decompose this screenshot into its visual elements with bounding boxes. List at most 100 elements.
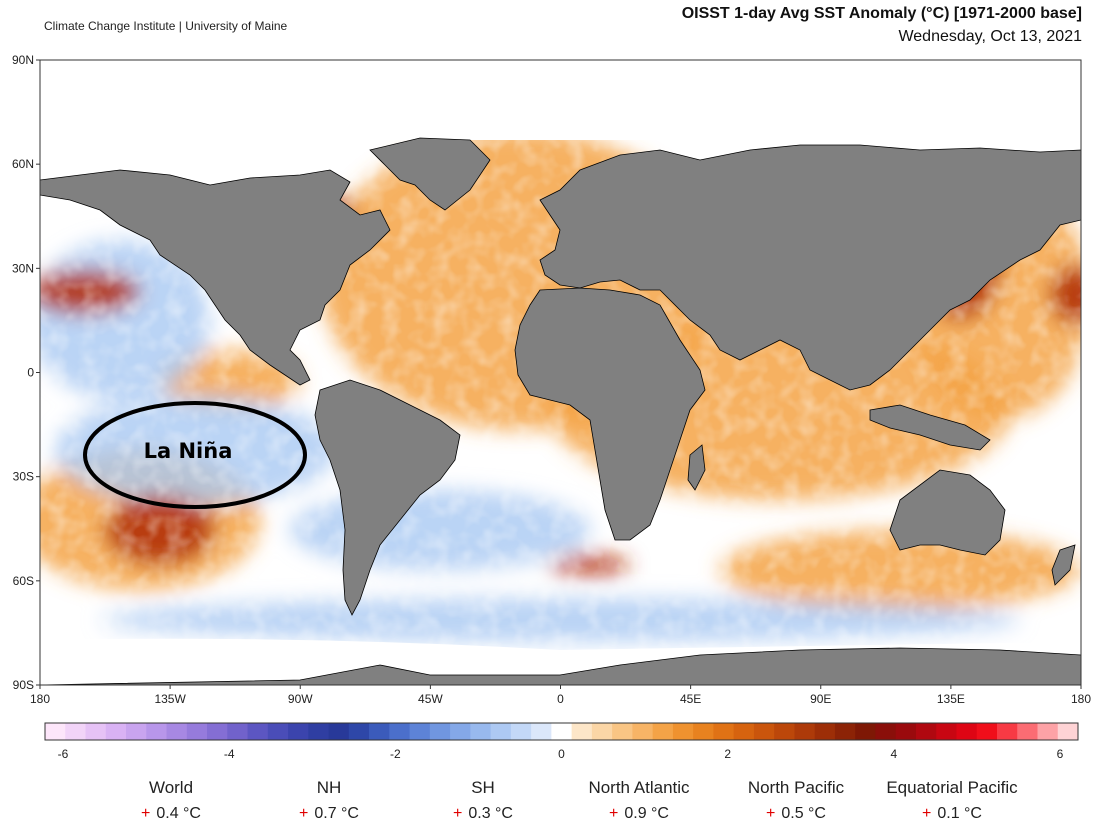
lat-tick-label: 90N: [12, 53, 34, 67]
region-value-text: 0.5 °C: [781, 805, 826, 822]
colorbar-swatch: [915, 723, 937, 740]
colorbar-swatch: [369, 723, 390, 740]
plus-sign-icon: +: [453, 805, 463, 822]
colorbar-swatch: [510, 723, 532, 740]
colorbar-swatch: [652, 723, 674, 740]
colorbar-swatch: [612, 723, 633, 740]
lon-tick-label: 90W: [288, 692, 313, 706]
region-value-text: 0.7 °C: [314, 805, 359, 822]
credit-text: Climate Change Institute | University of…: [44, 19, 288, 33]
la-nina-label: La Niña: [144, 439, 233, 463]
colorbar-swatch: [328, 723, 350, 740]
colorbar-swatch: [895, 723, 917, 740]
lon-tick-label: 180: [30, 692, 50, 706]
lon-tick-label: 90E: [810, 692, 831, 706]
north-america: [40, 169, 391, 386]
region-value-text: 0.3 °C: [468, 805, 513, 822]
arctic-ice: [40, 60, 1081, 140]
colorbar-swatch: [956, 723, 978, 740]
region-value: +0.7 °C: [244, 805, 414, 823]
map-date: Wednesday, Oct 13, 2021: [898, 28, 1082, 45]
sst-anomaly-map: La Niña 90N 60N 30N 0 30S 60S 90S 180 135W 90W 45…: [12, 53, 1091, 706]
africa: [514, 287, 706, 541]
colorbar-tick-label: -4: [224, 747, 235, 761]
lat-axis: 90N 60N 30N 0 30S 60S 90S: [12, 53, 40, 692]
colorbar-swatch: [733, 723, 755, 740]
region-value: +0.5 °C: [711, 805, 881, 823]
colorbar-swatch: [753, 723, 775, 740]
greenland: [369, 137, 491, 211]
lat-tick-label: 60N: [12, 157, 34, 171]
region-stat: NH +0.7 °C: [244, 778, 414, 823]
colorbar-swatch: [976, 723, 998, 740]
lat-tick-label: 90S: [13, 678, 34, 692]
colorbar-swatch: [409, 723, 431, 740]
region-stat: SH +0.3 °C: [398, 778, 568, 823]
plus-sign-icon: +: [141, 805, 151, 822]
colorbar-swatch: [936, 723, 957, 740]
region-name: SH: [471, 778, 495, 797]
colorbar-tick-label: 6: [1057, 747, 1064, 761]
colorbar-tick-label: 2: [724, 747, 731, 761]
colorbar-tick-label: -6: [58, 747, 69, 761]
colorbar-tick-label: 0: [558, 747, 565, 761]
plus-sign-icon: +: [299, 805, 309, 822]
region-stat: World +0.4 °C: [86, 778, 256, 823]
region-name: NH: [316, 778, 342, 797]
colorbar-swatch: [65, 723, 87, 740]
region-name: Equatorial Pacific: [886, 778, 1018, 797]
region-name: World: [148, 778, 194, 797]
region-stat: Equatorial Pacific +0.1 °C: [867, 778, 1037, 823]
colorbar-swatch: [855, 723, 876, 740]
colorbar-swatch: [308, 723, 330, 740]
la-nina-ring: [83, 401, 307, 509]
plus-sign-icon: +: [766, 805, 776, 822]
region-name: North Atlantic: [588, 778, 690, 797]
colorbar-swatch: [126, 723, 147, 740]
region-value: +0.4 °C: [86, 805, 256, 823]
colorbar-swatch: [288, 723, 309, 740]
colorbar-swatch: [1017, 723, 1038, 740]
colorbar-swatch: [1057, 723, 1079, 740]
colorbar-swatch: [105, 723, 127, 740]
colorbar-swatch: [672, 723, 694, 740]
colorbar-frame: [44, 722, 1079, 741]
colorbar-swatch: [186, 723, 208, 740]
region-value-text: 0.1 °C: [937, 805, 982, 822]
lon-tick-label: 135W: [154, 692, 186, 706]
lon-tick-label: 180: [1071, 692, 1091, 706]
colorbar-swatch: [247, 723, 269, 740]
region-stat: North Atlantic +0.9 °C: [554, 778, 724, 823]
antarctica: [40, 647, 1081, 685]
lon-axis: 180 135W 90W 45W 0 45E 90E 135E 180: [30, 685, 1091, 706]
eurasia: [539, 144, 1081, 391]
region-value: +0.3 °C: [398, 805, 568, 823]
southeast-asia-islands: [869, 404, 991, 451]
colorbar-swatch: [996, 723, 1018, 740]
lon-tick-label: 135E: [937, 692, 965, 706]
colorbar-tick-label: -2: [390, 747, 401, 761]
colorbar-swatch: [834, 723, 856, 740]
region-stat: North Pacific +0.5 °C: [711, 778, 881, 823]
colorbar-swatch: [348, 723, 370, 740]
colorbar-swatch: [531, 723, 552, 740]
colorbar-swatch: [693, 723, 714, 740]
lat-tick-label: 30S: [13, 470, 34, 484]
colorbar-swatch: [45, 723, 66, 740]
colorbar-tick-label: 4: [890, 747, 897, 761]
region-value: +0.1 °C: [867, 805, 1037, 823]
colorbar-swatch: [774, 723, 795, 740]
madagascar: [687, 444, 706, 491]
colorbar: -6 -4 -2 0 2 4 6: [44, 722, 1079, 761]
colorbar-swatch: [571, 723, 593, 740]
colorbar-swatch: [207, 723, 228, 740]
colorbar-swatch: [875, 723, 897, 740]
region-stats: World +0.4 °C NH +0.7 °C SH +0.3 °C Nort…: [0, 778, 1101, 828]
region-name: North Pacific: [747, 778, 845, 797]
colorbar-swatch: [794, 723, 816, 740]
lon-tick-label: 0: [557, 692, 564, 706]
plus-sign-icon: +: [609, 805, 619, 822]
colorbar-swatch: [713, 723, 735, 740]
lat-tick-label: 60S: [13, 574, 34, 588]
region-value-text: 0.4 °C: [156, 805, 201, 822]
